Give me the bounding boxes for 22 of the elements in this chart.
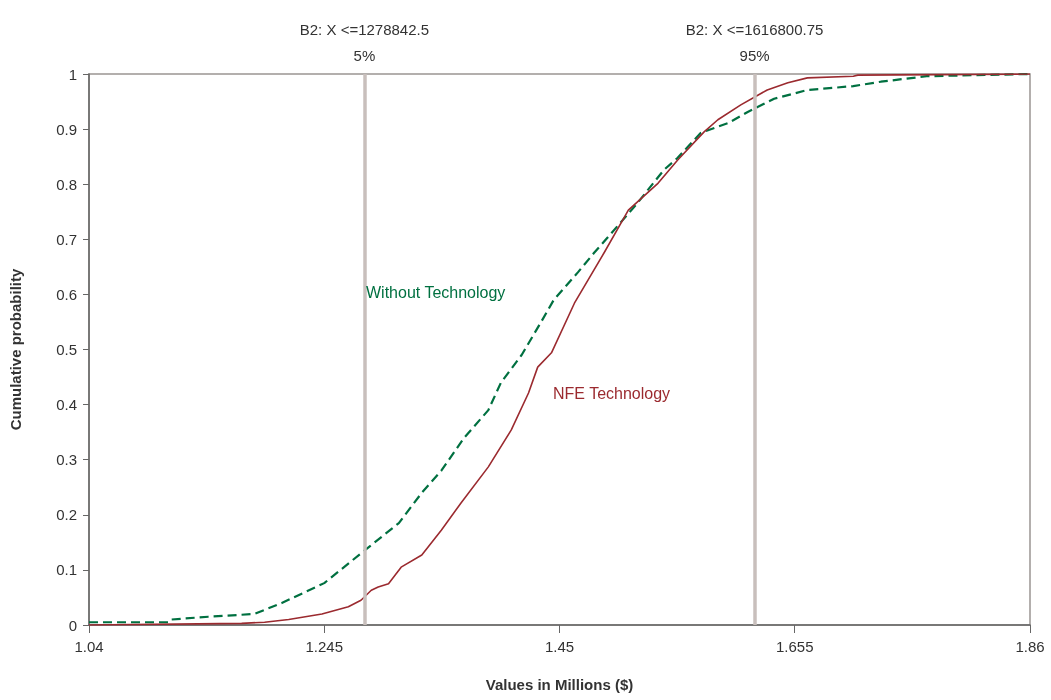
text: Without Technology: [366, 283, 506, 301]
y-axis-title: Cumulative probability: [7, 268, 24, 431]
x-tick-label: 1.04: [74, 638, 104, 655]
y-tick-label: 0.7: [56, 230, 77, 248]
x-tick-label: 1.45: [544, 638, 575, 655]
y-tick-label: 0.5: [56, 341, 77, 358]
series-label: NFE Technology: [553, 384, 671, 402]
ref-line-label: B2: X <=1278842.5 5%: [299, 20, 430, 64]
y-tick-label: 0.3: [56, 451, 77, 469]
y-tick-label: 1: [68, 65, 77, 83]
y-tick-label: 0.9: [56, 120, 77, 138]
y-tick-label: 0.4: [56, 396, 77, 414]
x-tick-label: 1.655: [775, 638, 814, 655]
y-tick-label: 0.8: [56, 175, 77, 193]
y-tick-label: 0.1: [56, 561, 77, 579]
y-tick-label: 0.2: [56, 506, 77, 524]
x-tick-label: 1.86: [1015, 638, 1045, 655]
ref-line-label: B2: X <=1616800.75 95%: [685, 20, 824, 64]
y-tick-label: 0.6: [56, 285, 77, 303]
x-axis-title: Values in Millions ($): [485, 676, 634, 693]
x-tick-label: 1.245: [305, 638, 344, 655]
y-tick-label: 0: [68, 616, 77, 634]
